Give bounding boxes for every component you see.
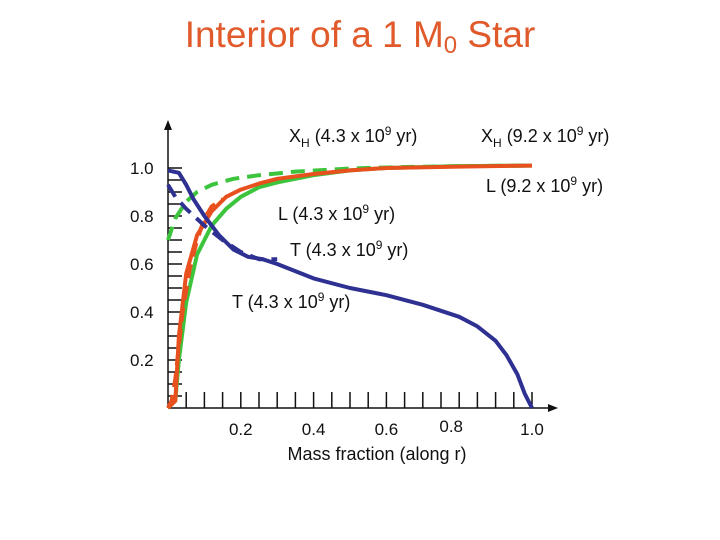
chart-axes	[164, 120, 558, 412]
tick-labels: 0.2 0.4 0.6 0.8 1.0 0.2 0.4 0.6 0.8 1.0	[130, 159, 544, 439]
chart-series	[166, 163, 534, 410]
annotation-t43a: T (4.3 x 109 yr)	[290, 238, 408, 260]
y-axis-arrow	[164, 120, 172, 130]
annotation-xh92: XH (9.2 x 109 yr)	[481, 124, 609, 150]
annotation-l43: L (4.3 x 109 yr)	[278, 202, 395, 224]
x-tick-label: 0.4	[302, 420, 326, 439]
y-tick-label: 0.4	[130, 303, 154, 322]
annotation-xh43: XH (4.3 x 109 yr)	[289, 124, 417, 150]
chart-title: Interior of a 1 M0 Star	[0, 14, 720, 60]
chart-annotations: XH (4.3 x 109 yr) XH (9.2 x 109 yr) L (9.2…	[232, 124, 609, 312]
x-tick-label: 0.8	[439, 417, 463, 436]
x-axis-arrow	[548, 404, 558, 412]
annotation-l92: L (9.2 x 109 yr)	[486, 174, 603, 196]
y-tick-label: 1.0	[130, 159, 154, 178]
series-line-2	[166, 197, 224, 409]
series-line-4	[166, 183, 278, 262]
y-tick-label: 0.8	[130, 207, 154, 226]
annotation-t43b: T (4.3 x 109 yr)	[232, 290, 350, 312]
series-line-3	[166, 163, 533, 410]
y-tick-label: 0.6	[130, 255, 154, 274]
chart-title-subscript: 0	[443, 32, 458, 59]
y-tick-label: 0.2	[130, 351, 154, 370]
x-axis-label: Mass fraction (along r)	[287, 444, 466, 464]
series-line-5	[167, 168, 534, 409]
x-tick-label: 0.2	[229, 420, 253, 439]
x-tick-label: 1.0	[520, 420, 544, 439]
chart-title-suffix: Star	[457, 14, 536, 55]
chart-title-text: Interior of a 1 M	[184, 14, 444, 55]
x-tick-label: 0.6	[375, 420, 399, 439]
